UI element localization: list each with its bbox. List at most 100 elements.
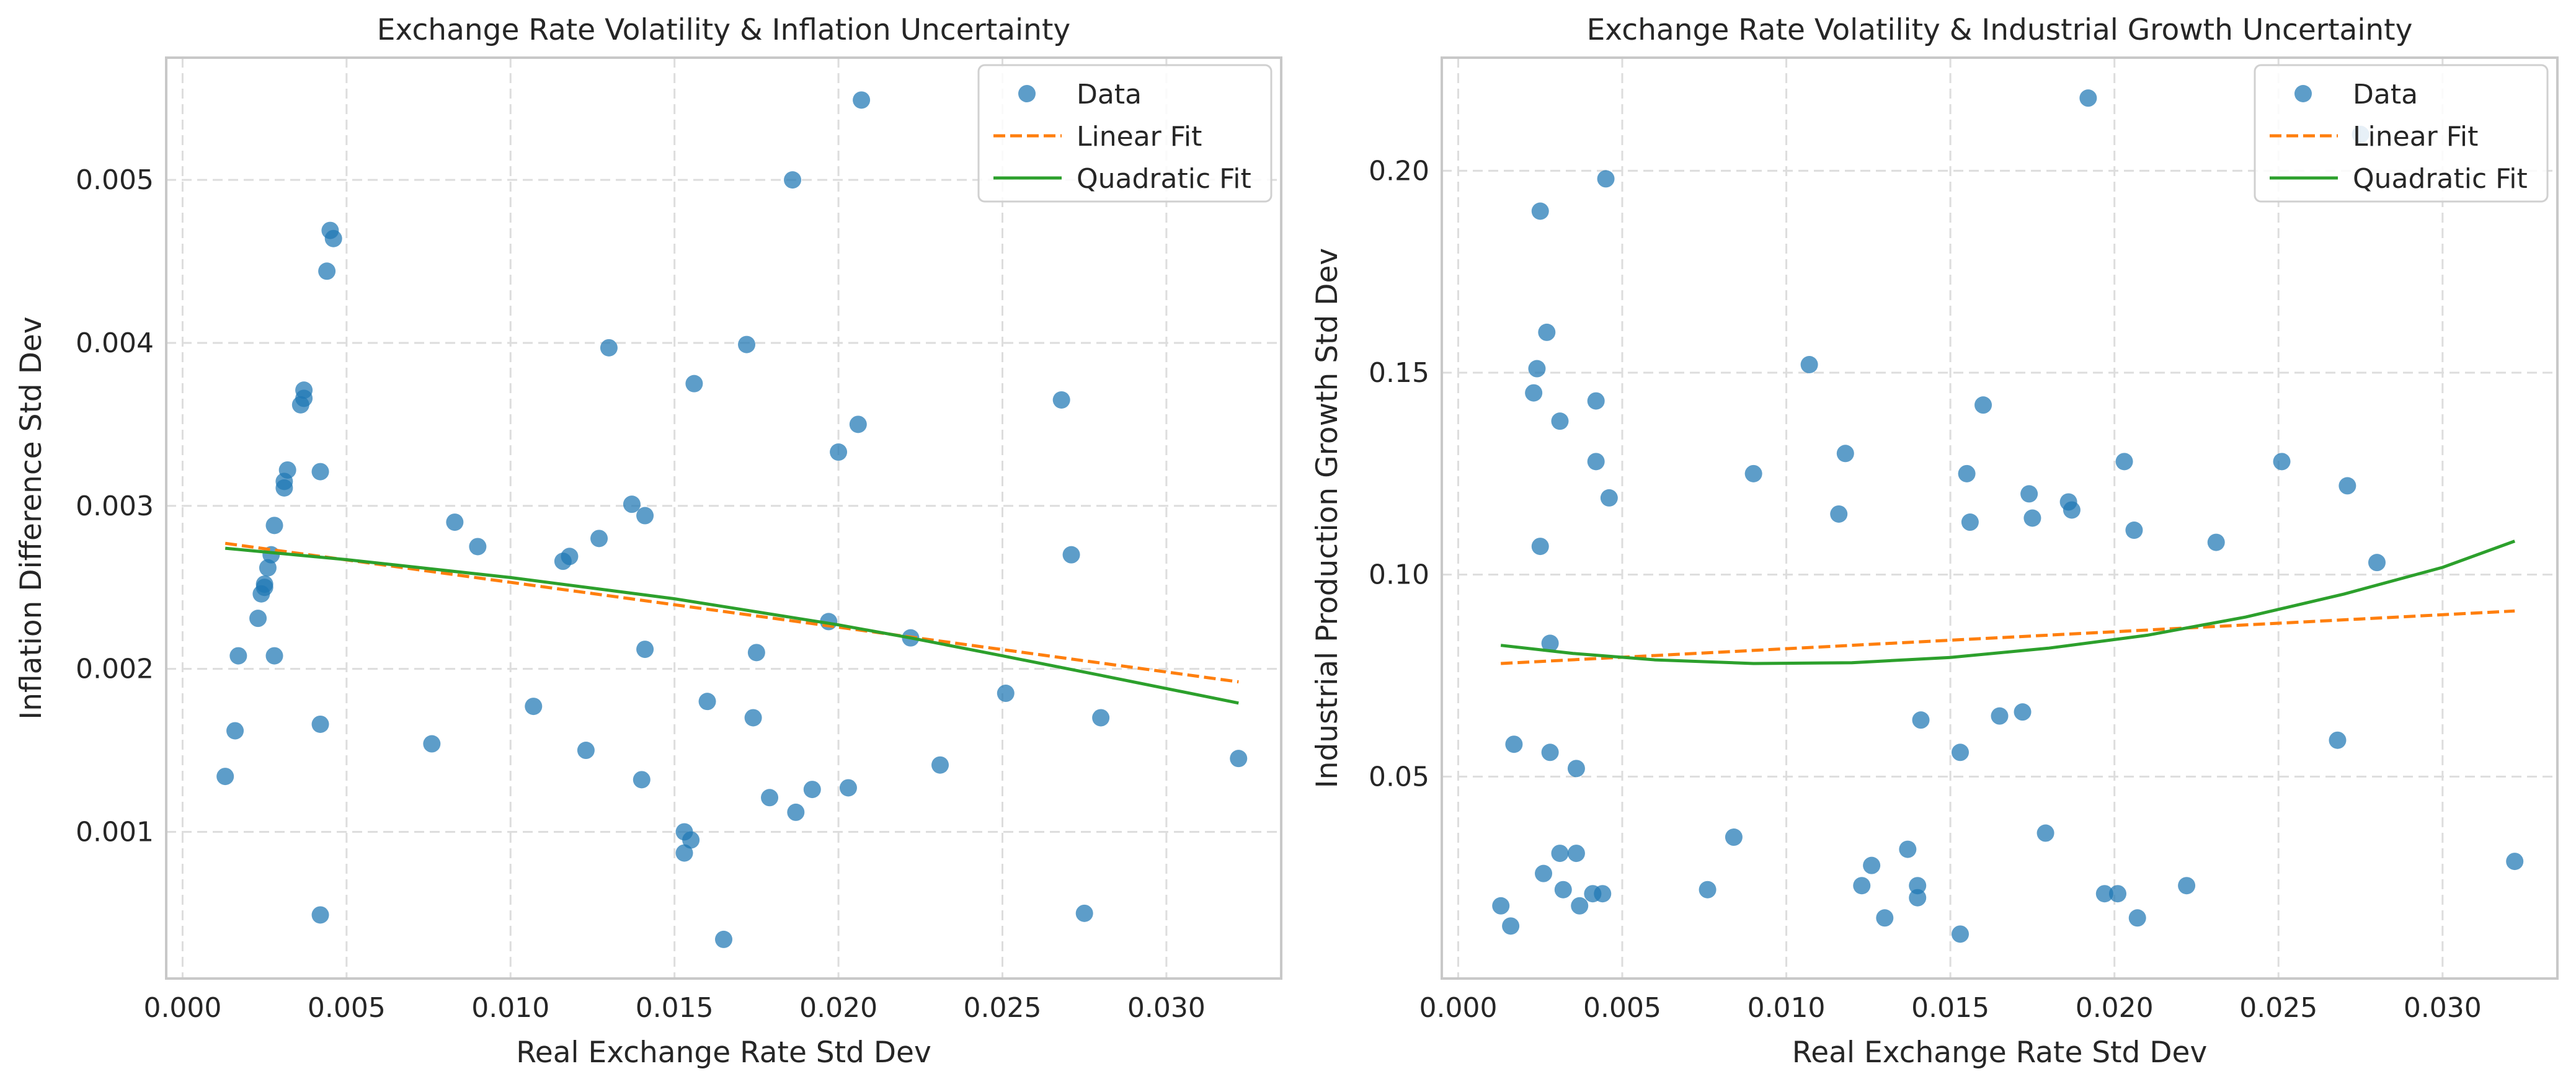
data-point — [1062, 546, 1080, 564]
data-point — [1531, 202, 1549, 220]
data-point — [226, 722, 244, 740]
data-point — [1909, 877, 1927, 895]
data-point — [249, 610, 267, 628]
data-point — [324, 229, 342, 247]
data-point — [623, 495, 641, 513]
data-point — [675, 844, 693, 862]
data-point — [685, 375, 703, 393]
data-point — [2020, 485, 2038, 503]
y-tick-label: 0.003 — [76, 491, 154, 522]
data-point — [1551, 845, 1569, 863]
data-point — [259, 559, 277, 577]
data-point — [747, 644, 765, 662]
data-point — [2023, 509, 2041, 527]
legend-label: Data — [1077, 79, 1142, 110]
data-point — [787, 803, 805, 821]
data-point — [311, 463, 329, 481]
data-point — [1554, 881, 1572, 899]
data-point — [265, 517, 283, 535]
data-point — [1092, 709, 1110, 727]
data-point — [2506, 853, 2524, 871]
data-point — [849, 415, 867, 433]
legend-label: Linear Fit — [1077, 121, 1202, 153]
data-point — [803, 781, 821, 799]
data-point — [1587, 453, 1605, 471]
x-tick-label: 0.000 — [143, 992, 221, 1024]
data-point — [2063, 501, 2081, 519]
data-point — [446, 513, 464, 531]
data-point — [636, 507, 654, 525]
y-axis-label: Inflation Difference Std Dev — [14, 316, 48, 719]
linear-fit-line — [224, 541, 1239, 684]
x-tick-label: 0.010 — [1748, 992, 1826, 1024]
data-point — [590, 530, 608, 548]
data-point — [1800, 356, 1818, 373]
data-point — [1836, 445, 1854, 463]
x-tick-label: 0.025 — [964, 992, 1042, 1024]
data-point — [1853, 877, 1871, 895]
data-point — [2125, 522, 2143, 539]
legend-label: Quadratic Fit — [2353, 163, 2528, 195]
data-point — [1551, 412, 1569, 430]
data-point — [2108, 885, 2126, 903]
data-point — [1863, 856, 1881, 874]
right-chart: 0.000 0.005 0.010 0.015 0.020 0.025 0.030 0.05 0… — [1310, 13, 2559, 1070]
data-point — [633, 771, 651, 789]
data-point — [1699, 881, 1717, 899]
data-point — [216, 768, 234, 786]
data-point — [1567, 845, 1585, 863]
x-tick-label: 0.030 — [2404, 992, 2482, 1024]
y-tick-label: 0.005 — [76, 164, 154, 196]
data-point — [1230, 750, 1248, 768]
data-point — [1876, 909, 1894, 927]
x-tick-label: 0.000 — [1419, 992, 1497, 1024]
x-tick-label: 0.015 — [1911, 992, 1989, 1024]
data-point — [761, 789, 779, 807]
data-point — [682, 831, 700, 849]
data-point — [2128, 909, 2146, 927]
data-point — [423, 735, 441, 753]
quadratic-fit-line — [1500, 539, 2516, 665]
x-tick-label: 0.005 — [308, 992, 386, 1024]
data-point — [2115, 453, 2133, 471]
data-point — [600, 339, 618, 357]
x-axis-label: Real Exchange Rate Std Dev — [1792, 1036, 2208, 1070]
x-tick-label: 0.025 — [2239, 992, 2317, 1024]
data-point — [1594, 885, 1612, 903]
data-point — [738, 335, 756, 353]
y-tick-label: 0.001 — [76, 816, 154, 848]
data-point — [1571, 897, 1589, 915]
data-point — [1525, 384, 1543, 402]
data-point — [830, 443, 848, 461]
data-point — [1600, 489, 1618, 507]
x-tick-label: 0.010 — [471, 992, 549, 1024]
x-tick-label: 0.015 — [636, 992, 714, 1024]
x-axis-label: Real Exchange Rate Std Dev — [516, 1036, 931, 1070]
y-tick-label: 0.10 — [1369, 559, 1429, 591]
data-point — [2014, 703, 2032, 721]
data-point — [2273, 453, 2291, 471]
legend: Data Linear Fit Quadratic Fit — [2254, 64, 2549, 203]
data-point — [1974, 396, 1992, 414]
legend-box — [2254, 64, 2549, 203]
data-point — [1952, 925, 1970, 943]
data-point — [1912, 711, 1930, 729]
y-tick-label: 0.05 — [1369, 761, 1429, 792]
data-point — [525, 698, 543, 716]
data-point — [715, 930, 732, 948]
data-point — [1567, 760, 1585, 778]
data-point — [1909, 889, 1927, 907]
data-point — [1991, 707, 2009, 725]
data-point — [1492, 897, 1510, 915]
data-point — [1535, 864, 1553, 882]
data-point — [839, 779, 857, 797]
chart-title: Exchange Rate Volatility & Inflation Unc… — [377, 13, 1070, 47]
data-point — [1587, 392, 1605, 410]
y-tick-label: 0.004 — [76, 327, 154, 359]
data-point — [2329, 731, 2347, 749]
data-point — [1961, 513, 1979, 531]
legend-label: Data — [2353, 79, 2418, 110]
plot-frame — [165, 56, 1282, 980]
data-point — [2178, 877, 2196, 895]
